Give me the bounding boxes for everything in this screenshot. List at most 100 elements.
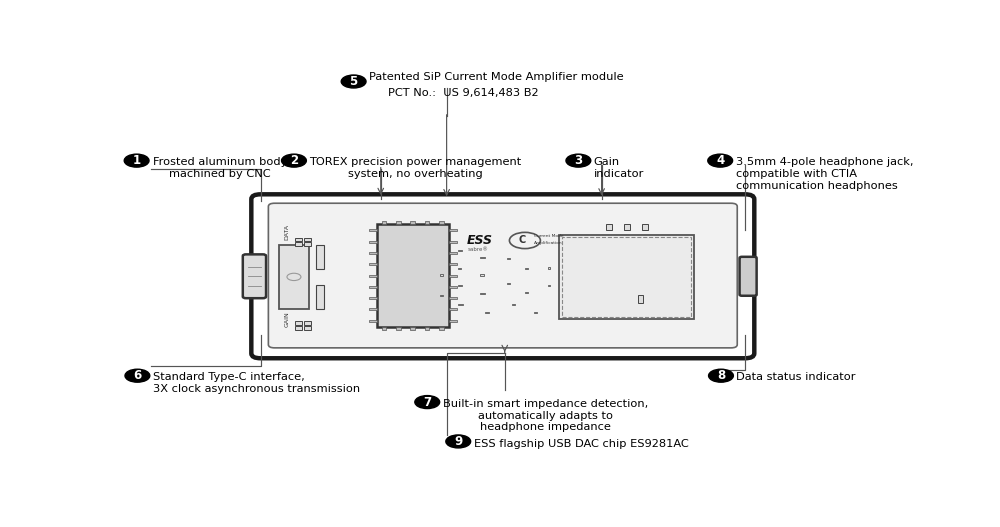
Bar [316,245,324,269]
Text: Data status indicator: Data status indicator [736,373,856,383]
Circle shape [125,369,150,382]
Bar [449,241,457,243]
Text: TOREX precision power management
system, no overheating: TOREX precision power management system,… [309,158,522,179]
Bar [559,235,694,319]
Bar [638,295,643,302]
Bar [449,229,457,231]
Text: 4: 4 [716,154,724,167]
Bar [480,275,484,276]
Bar [295,238,302,241]
Circle shape [341,75,366,88]
Circle shape [415,396,440,408]
Bar [458,268,461,269]
Bar [449,286,457,288]
Bar [449,308,457,310]
Bar [534,312,537,314]
Bar [449,297,457,299]
Bar [279,245,309,309]
Text: 3.5mm 4-pole headphone jack,
compatible with CTIA
communication headphones: 3.5mm 4-pole headphone jack, compatible … [736,158,913,191]
Circle shape [124,154,149,167]
Text: Current Mode: Current Mode [534,235,564,238]
Bar [396,221,401,225]
Text: 7: 7 [423,396,431,408]
Bar [548,285,550,286]
Text: Patented SiP Current Mode Amplifier module: Patented SiP Current Mode Amplifier modu… [369,72,624,82]
Bar [525,292,528,293]
Text: Built-in smart impedance detection,
automatically adapts to
headphone impedance: Built-in smart impedance detection, auto… [443,399,648,433]
Text: PCT No.:  US 9,614,483 B2: PCT No.: US 9,614,483 B2 [388,88,539,98]
FancyBboxPatch shape [251,194,754,358]
Bar [377,225,449,327]
Bar [369,297,377,299]
Bar [304,326,311,329]
Circle shape [282,154,306,167]
Bar [369,308,377,310]
Text: Amplification: Amplification [534,241,563,245]
Bar [382,221,386,225]
Text: GAIN: GAIN [284,311,289,327]
Text: Frosted aluminum body
machined by CNC: Frosted aluminum body machined by CNC [153,158,287,179]
Bar [606,224,612,230]
Circle shape [566,154,591,167]
Bar [525,268,528,269]
Text: 1: 1 [133,154,141,167]
Bar [295,326,302,329]
Text: C: C [519,236,526,246]
FancyBboxPatch shape [268,203,737,348]
Bar [369,264,377,265]
Bar [449,252,457,254]
Text: Gain
indicator: Gain indicator [594,158,644,179]
Text: ESS: ESS [467,234,493,247]
Bar [449,275,457,277]
Bar [480,257,485,258]
Bar [439,221,444,225]
Bar [369,320,377,321]
Bar [449,264,457,265]
Bar [304,321,311,325]
Bar [425,327,429,330]
Bar [396,327,401,330]
Text: 2: 2 [290,154,298,167]
Text: 9: 9 [454,435,462,448]
Bar [369,275,377,277]
Bar [440,295,443,296]
FancyBboxPatch shape [740,257,757,296]
Bar [562,237,691,317]
Bar [507,258,510,259]
Bar [485,312,489,314]
Circle shape [708,154,733,167]
Bar [480,293,485,295]
Bar [369,252,377,254]
Bar [295,242,302,246]
Text: Standard Type-C interface,
3X clock asynchronous transmission: Standard Type-C interface, 3X clock asyn… [153,373,360,394]
Circle shape [709,369,733,382]
Text: sabre®: sabre® [468,247,488,252]
Circle shape [446,435,471,448]
Bar [440,275,443,276]
Bar [369,229,377,231]
Text: 8: 8 [717,369,725,382]
Bar [410,327,415,330]
Bar [507,282,510,284]
Bar [439,327,444,330]
Bar [295,321,302,325]
Bar [382,327,386,330]
Bar [410,221,415,225]
Bar [304,242,311,246]
Bar [458,304,463,305]
Text: 3: 3 [574,154,582,167]
Bar [458,250,462,251]
Text: 6: 6 [133,369,142,382]
Bar [304,238,311,241]
Bar [369,286,377,288]
Bar [624,224,630,230]
Bar [458,285,462,286]
Bar [449,320,457,321]
Bar [642,224,648,230]
Bar [316,285,324,309]
Text: DATA: DATA [284,225,289,240]
Bar [512,304,515,305]
Text: ESS flagship USB DAC chip ES9281AC: ESS flagship USB DAC chip ES9281AC [474,438,688,448]
Bar [548,267,550,269]
Bar [425,221,429,225]
